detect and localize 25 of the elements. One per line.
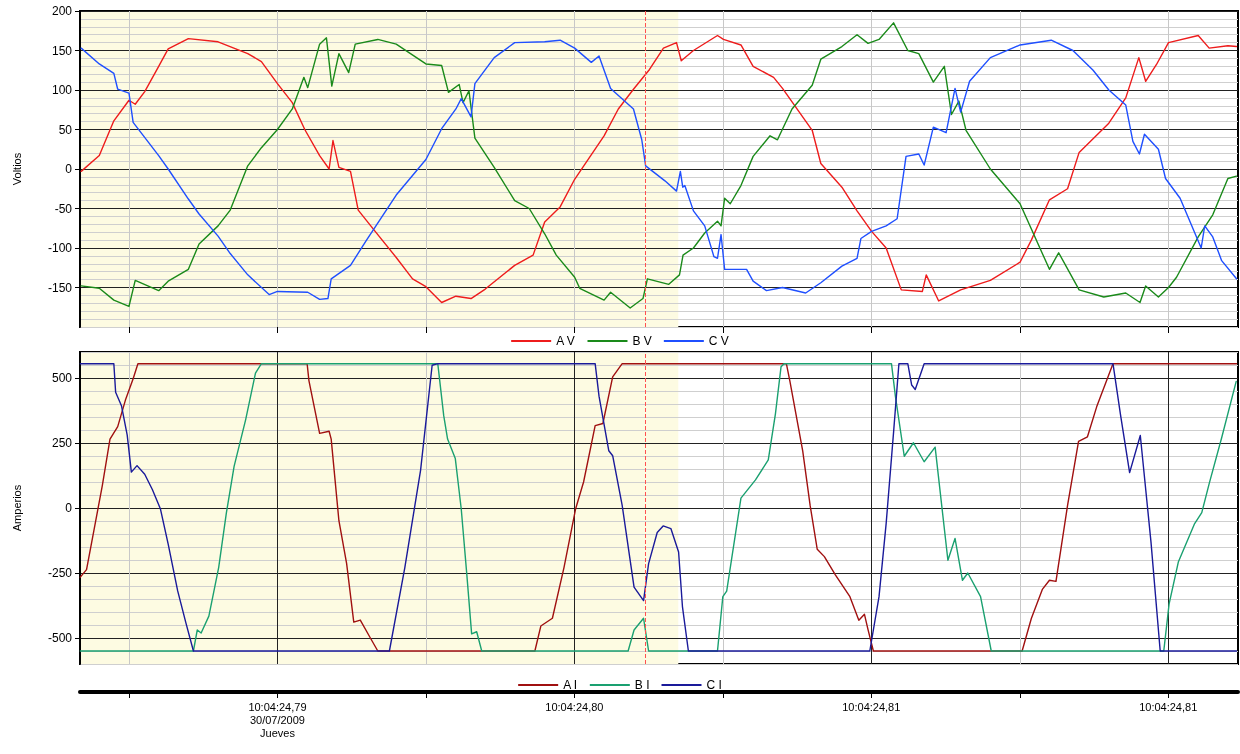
y-tick-label: 150: [51, 43, 73, 58]
y-tick-label: -100: [47, 241, 73, 255]
y-tick-label: 0: [65, 162, 73, 176]
legend-label: A I: [563, 678, 578, 692]
legend-label: B V: [632, 334, 652, 348]
y-tick-label: 200: [51, 4, 73, 18]
legend-label: A V: [556, 334, 575, 348]
y-tick-label: 0: [65, 501, 73, 515]
x-tick-label: 10:04:24,81: [842, 700, 901, 713]
y-axis-title: Voltios: [10, 152, 23, 186]
y-tick-label: 50: [58, 122, 73, 137]
y-axis-title: Amperios: [10, 484, 23, 532]
y-tick-label: -500: [47, 631, 73, 645]
x-tick-label: 10:04:24,81: [1139, 700, 1198, 713]
legend-label: B I: [634, 678, 650, 692]
y-tick-label: -250: [47, 566, 73, 580]
x-tick-label: 10:04:24,79 30/07/2009 Jueves: [248, 700, 307, 739]
y-tick-label: 500: [51, 371, 73, 385]
y-tick-label: 100: [51, 83, 73, 97]
y-tick-label: -150: [47, 280, 73, 295]
x-tick-label: 10:04:24,80: [545, 700, 604, 713]
y-tick-label: 250: [51, 436, 73, 450]
y-tick-label: -50: [54, 201, 73, 216]
legend-label: C V: [708, 334, 729, 348]
legend-label: C I: [706, 678, 722, 692]
